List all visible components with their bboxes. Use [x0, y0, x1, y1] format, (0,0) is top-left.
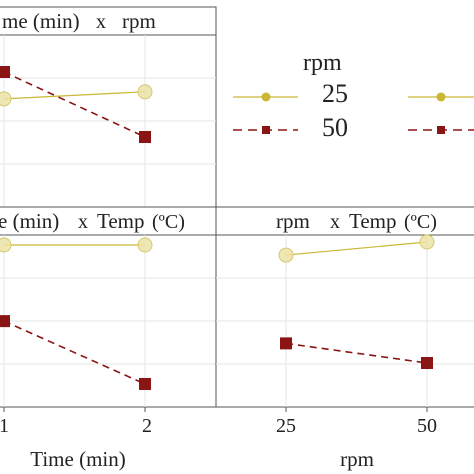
series-25-point-2 [419, 234, 435, 250]
legend-key-25-point-repeat [436, 92, 446, 102]
panel-time-temp-strip-unit: (ºC) [152, 211, 185, 233]
panel-rpm-temp: rpm x Temp (ºC) [215, 206, 474, 408]
panel-rpm-temp-strip-unit: (ºC) [404, 211, 437, 233]
panel-time-temp-strip-right: Temp [97, 209, 145, 233]
series-25-point-1 [0, 91, 12, 107]
series-25-point-2 [137, 237, 153, 253]
series-50-point-1 [280, 337, 292, 350]
series-50-line [3, 320, 146, 385]
panel-time-temp-marks [0, 237, 153, 390]
legend-key-25-point [261, 92, 271, 102]
series-25-line [3, 91, 146, 100]
series-50-line [3, 71, 146, 138]
series-50-point-1 [0, 66, 10, 78]
panel-rpm-temp-strip-sep: x [330, 211, 340, 233]
series-25-point-1 [278, 247, 294, 263]
x-axis-title-right: rpm [340, 447, 374, 471]
panel-time-temp-strip-sep: x [78, 211, 88, 233]
legend-key-50-point-repeat [437, 126, 445, 134]
legend-label-50: 50 [322, 113, 348, 142]
panel-time-rpm-strip-right: rpm [122, 9, 156, 33]
x-tick-label-right-50: 50 [417, 415, 437, 437]
x-tick-label-left-2: 2 [142, 415, 152, 437]
panel-time-rpm-strip-left: me (min) [2, 9, 80, 33]
panel-rpm-temp-grid [216, 235, 474, 407]
legend-keys [233, 92, 474, 134]
x-tick-label-left-1: 1 [0, 415, 9, 437]
series-50-point-2 [139, 378, 151, 390]
panel-time-rpm-marks [0, 66, 153, 143]
panel-time-temp: e (min) x Temp (ºC) [0, 206, 217, 408]
panel-time-rpm-strip-sep: x [96, 11, 106, 33]
legend-key-50-point [262, 126, 270, 134]
series-25-point-1 [0, 237, 12, 253]
x-axis-right-ticks [285, 407, 428, 412]
x-axis-left: 1 2 Time (min) [0, 407, 152, 471]
panel-rpm-temp-strip-left: rpm [276, 209, 310, 233]
series-50-point-2 [421, 357, 433, 369]
x-tick-label-right-25: 25 [276, 415, 296, 437]
series-25-point-2 [137, 84, 153, 100]
panel-rpm-temp-strip [215, 206, 474, 236]
panel-time-rpm: me (min) x rpm [0, 6, 217, 208]
legend-label-25: 25 [322, 79, 348, 108]
series-50-point-1 [0, 315, 10, 328]
panel-time-rpm-grid [0, 35, 216, 207]
x-axis-left-ticks [3, 407, 146, 412]
series-50-point-2 [139, 131, 151, 143]
series-25-line [285, 241, 428, 256]
legend: rpm 25 50 [233, 50, 474, 142]
panel-time-rpm-strip [0, 6, 217, 36]
x-axis-title-left: Time (min) [30, 447, 125, 471]
x-axis-right: 25 50 rpm [276, 407, 437, 471]
panel-time-temp-strip-left: e (min) [0, 209, 59, 233]
panel-rpm-temp-strip-right: Temp [349, 209, 397, 233]
legend-title: rpm [303, 50, 342, 76]
panel-rpm-temp-marks [278, 234, 435, 369]
